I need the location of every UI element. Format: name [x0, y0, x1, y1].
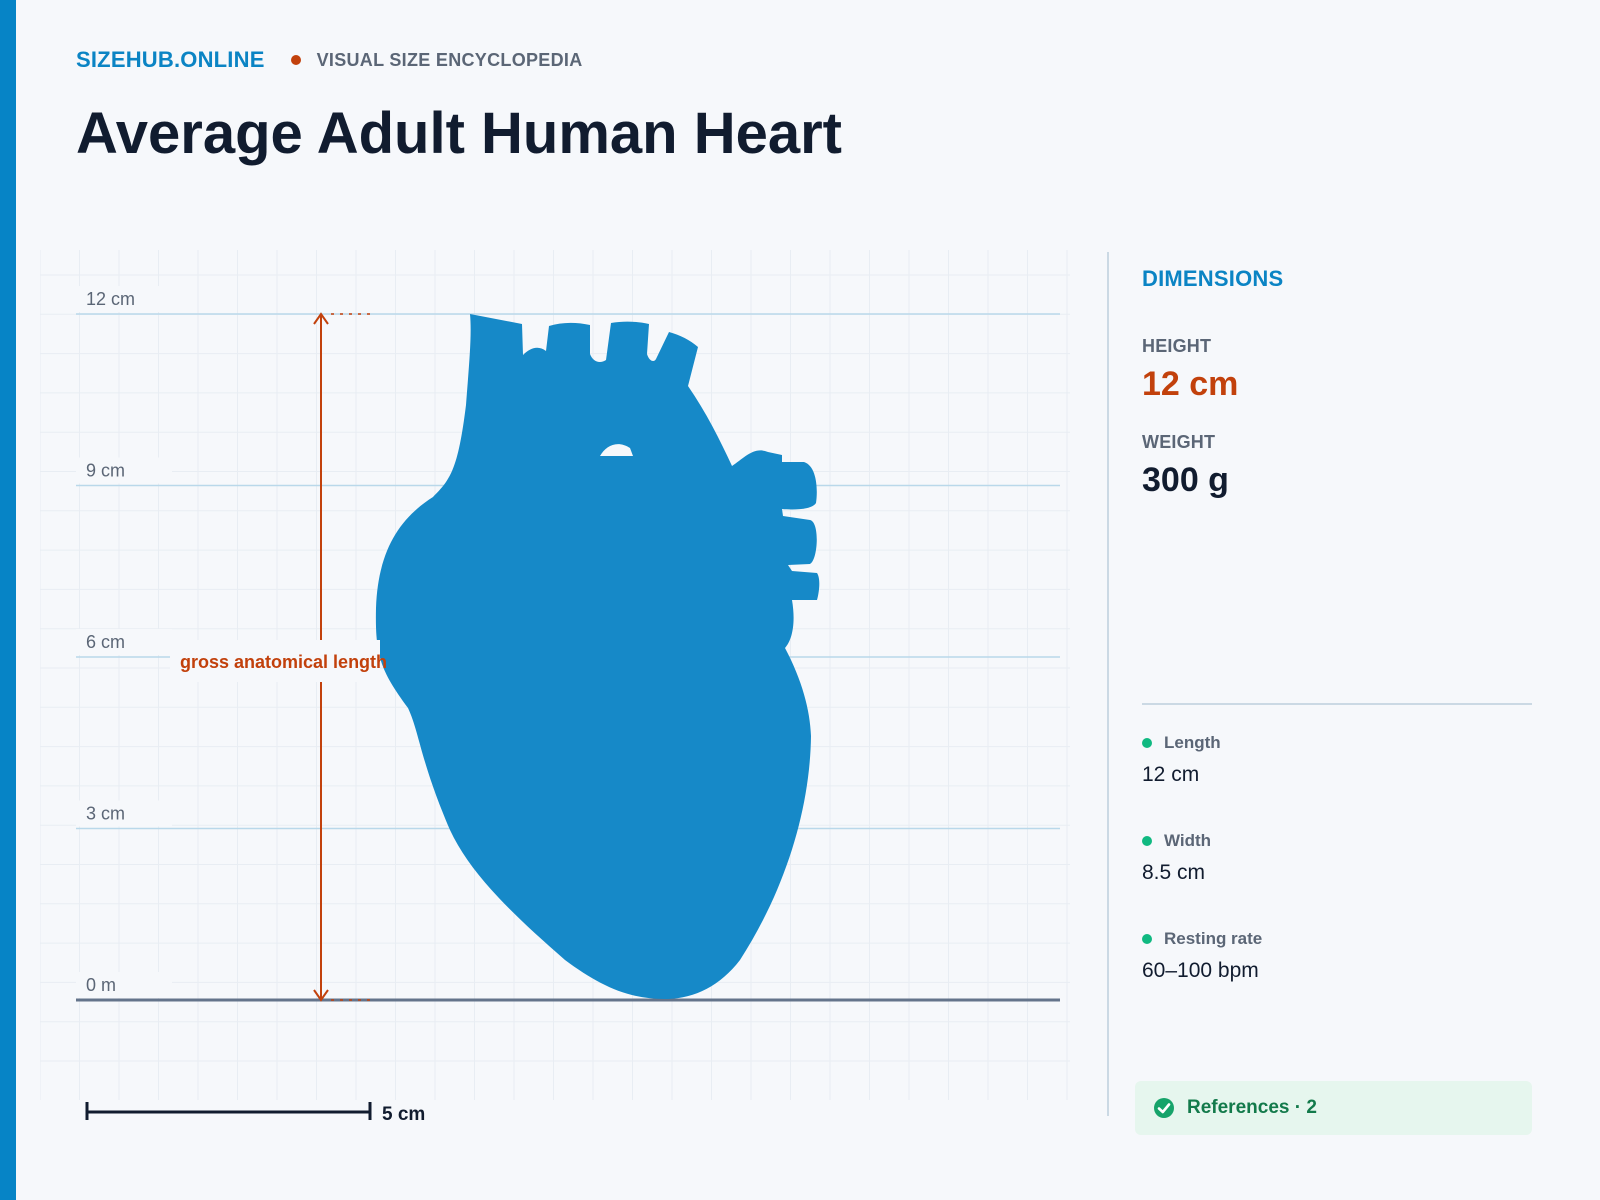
tick-label: 12 cm — [86, 289, 135, 309]
height-label: HEIGHT — [1142, 336, 1212, 356]
tick-label: 6 cm — [86, 632, 125, 652]
fact-label-row: Length — [1142, 733, 1532, 753]
tick-label-backdrop — [76, 800, 172, 827]
tick-label-backdrop — [76, 286, 172, 312]
tick-label: 0 m — [86, 975, 116, 995]
tick-label: 9 cm — [86, 461, 125, 481]
fact-value: 12 cm — [1142, 763, 1200, 786]
tick-label-backdrop — [76, 629, 172, 655]
heart-vessel-gap — [600, 444, 633, 456]
fact-label: Resting rate — [1164, 929, 1263, 948]
brand-row: SIZEHUB.ONLINE VISUAL SIZE ENCYCLOPEDIA — [76, 46, 1560, 74]
fact-value: 8.5 cm — [1142, 861, 1206, 884]
fact-item-resting-rate: Resting rate 60–100 bpm — [1142, 929, 1532, 1027]
measure-label-backdrop — [170, 640, 380, 682]
fact-label: Length — [1164, 733, 1221, 752]
fact-label-row: Resting rate — [1142, 929, 1532, 949]
heart-silhouette-icon — [375, 314, 820, 1000]
fact-item-width: Width 8.5 cm — [1142, 831, 1532, 929]
page-title: Average Adult Human Heart — [76, 101, 842, 166]
weight-label: WEIGHT — [1142, 432, 1216, 452]
tick-label-backdrop — [76, 972, 172, 998]
size-diagram: 12 cm 9 cm 6 cm 3 cm 0 m gross anatomical le… — [40, 250, 1090, 1120]
fact-label-row: Width — [1142, 831, 1532, 851]
brand-separator-dot — [290, 55, 301, 65]
tick-label: 3 cm — [86, 804, 125, 824]
site-tagline: VISUAL SIZE ENCYCLOPEDIA — [316, 49, 583, 70]
facts-divider — [1142, 703, 1532, 705]
fact-item-length: Length 12 cm — [1142, 733, 1532, 831]
measure-label: gross anatomical length — [180, 652, 387, 672]
tick-label-backdrop — [76, 457, 172, 484]
fact-bullet-icon — [1142, 738, 1152, 748]
references-button[interactable]: References · 2 — [1135, 1081, 1532, 1135]
left-accent-bar — [0, 0, 16, 1200]
fact-label: Width — [1164, 831, 1212, 850]
site-brand[interactable]: SIZEHUB.ONLINE — [76, 47, 265, 72]
fact-value: 60–100 bpm — [1142, 959, 1259, 982]
page-header: SIZEHUB.ONLINE VISUAL SIZE ENCYCLOPEDIA … — [76, 46, 1560, 167]
check-circle-icon — [1154, 1098, 1174, 1118]
facts-list: Length 12 cm Width 8.5 cm Resting rate 6… — [1142, 733, 1532, 1027]
scale-bar: 5 cm — [85, 1102, 425, 1120]
dimensions-panel: DIMENSIONS HEIGHT 12 cm WEIGHT 300 g — [1142, 266, 1532, 500]
size-diagram-svg: 12 cm 9 cm 6 cm 3 cm 0 m gross anatomical le… — [40, 250, 1070, 1120]
scale-bar-label: 5 cm — [382, 1104, 425, 1120]
weight-value: 300 g — [1142, 461, 1229, 499]
height-value: 12 cm — [1142, 365, 1239, 403]
y-axis-ticks: 12 cm 9 cm 6 cm 3 cm 0 m — [76, 286, 1060, 1002]
references-label: References · 2 — [1187, 1097, 1317, 1118]
sidebar-divider — [1107, 252, 1109, 1116]
fact-bullet-icon — [1142, 934, 1152, 944]
dimensions-heading: DIMENSIONS — [1142, 266, 1284, 291]
fact-bullet-icon — [1142, 836, 1152, 846]
